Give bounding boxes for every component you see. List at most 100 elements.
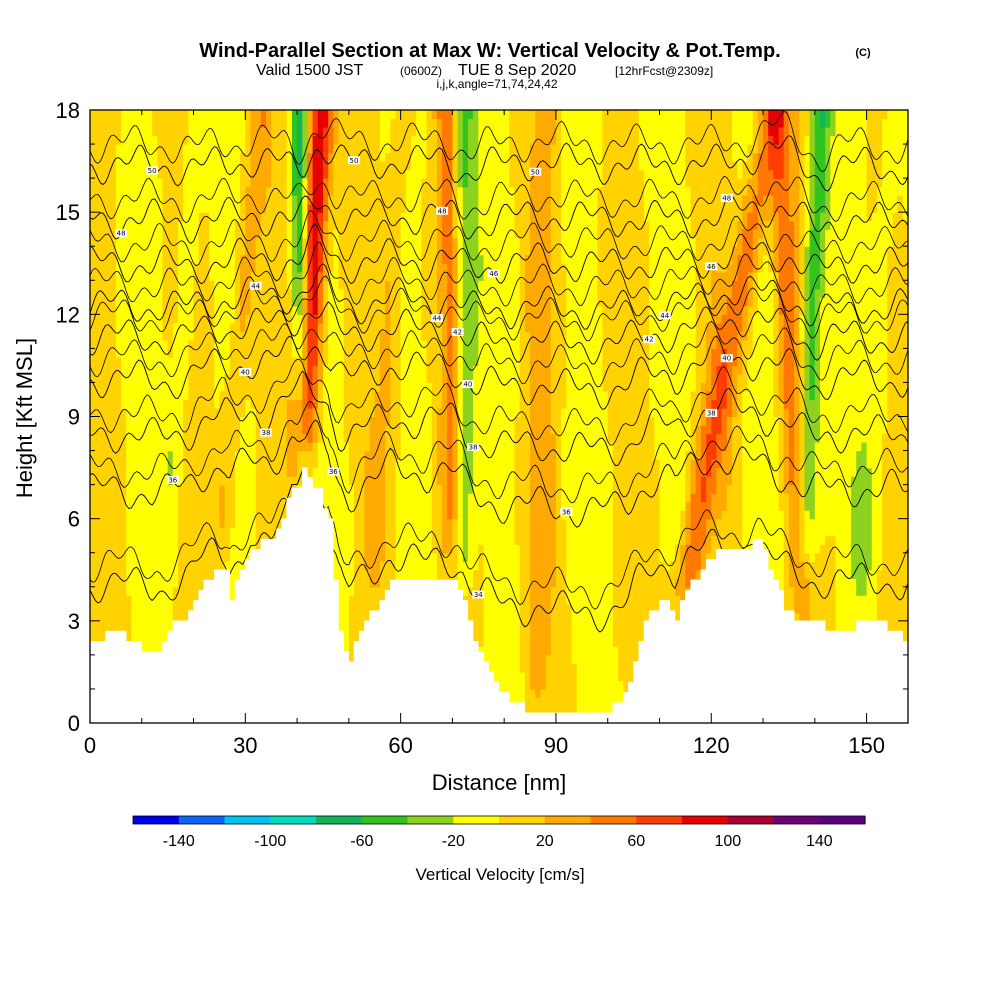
- contour-label: 44: [432, 315, 441, 323]
- velocity-cell: [747, 212, 754, 273]
- velocity-cell: [540, 688, 547, 723]
- velocity-cell: [524, 331, 531, 723]
- velocity-cell: [359, 110, 365, 723]
- velocity-cell: [219, 110, 226, 392]
- velocity-cell: [550, 144, 557, 435]
- velocity-cell: [302, 297, 309, 375]
- velocity-cell: [172, 110, 179, 324]
- velocity-cell: [690, 237, 697, 392]
- velocity-cell: [804, 552, 811, 579]
- contour-label: 36: [562, 509, 571, 517]
- velocity-cell: [203, 110, 210, 213]
- velocity-cell: [695, 110, 702, 426]
- velocity-cell: [354, 110, 360, 723]
- velocity-cell: [711, 459, 718, 494]
- contour-label-box: [461, 380, 474, 389]
- velocity-cell: [374, 391, 381, 588]
- isentrope-line: [90, 275, 908, 342]
- contour-label: 46: [489, 270, 498, 278]
- velocity-cell: [436, 314, 443, 409]
- velocity-cell: [706, 322, 712, 392]
- velocity-cell: [436, 118, 443, 315]
- contour-label-box: [451, 328, 464, 336]
- velocity-cell: [809, 229, 816, 401]
- y-tick-label: 12: [56, 302, 80, 327]
- velocity-cell: [804, 135, 811, 247]
- velocity-cell: [747, 110, 754, 145]
- velocity-cell: [286, 288, 293, 401]
- x-tick-label: 30: [233, 733, 257, 758]
- velocity-cell: [633, 110, 640, 723]
- contour-label: 40: [241, 368, 250, 376]
- velocity-cell: [317, 271, 324, 324]
- velocity-cell: [607, 442, 614, 723]
- velocity-cell: [535, 110, 541, 699]
- velocity-cell: [897, 110, 904, 196]
- velocity-cell: [260, 212, 267, 630]
- velocity-cell: [597, 305, 604, 723]
- velocity-cell: [721, 314, 728, 349]
- contour-label-box: [348, 156, 360, 165]
- contour-label-box: [115, 229, 128, 238]
- velocity-cell: [752, 314, 759, 723]
- velocity-cell: [737, 110, 743, 179]
- velocity-cell: [157, 178, 164, 723]
- contour-label-box: [560, 508, 573, 516]
- velocity-cell: [788, 110, 795, 222]
- velocity-cell: [732, 280, 738, 366]
- velocity-cell: [550, 586, 557, 723]
- velocity-cell: [814, 288, 821, 443]
- velocity-cell: [312, 365, 319, 409]
- contour-label: 44: [251, 282, 260, 290]
- velocity-cell: [706, 433, 712, 477]
- velocity-cell: [488, 110, 495, 723]
- colorbar-segment: [773, 816, 820, 824]
- velocity-cell: [566, 603, 573, 723]
- velocity-cell: [457, 110, 464, 188]
- velocity-cell: [809, 110, 816, 230]
- velocity-cell: [664, 110, 671, 571]
- velocity-cell: [421, 110, 428, 179]
- velocity-cell: [804, 110, 811, 137]
- velocity-cell: [436, 110, 443, 120]
- velocity-cell: [654, 110, 661, 460]
- velocity-cell: [742, 305, 749, 341]
- velocity-cell: [592, 110, 598, 723]
- velocity-cell: [612, 646, 619, 723]
- velocity-cell: [167, 484, 174, 723]
- velocity-cell: [312, 314, 319, 366]
- velocity-cell: [312, 408, 319, 443]
- velocity-cell: [664, 569, 671, 630]
- velocity-cell: [768, 195, 774, 222]
- velocity-cell: [742, 391, 749, 605]
- velocity-cell: [618, 680, 624, 723]
- velocity-cell: [411, 110, 417, 137]
- velocity-cell: [799, 339, 806, 562]
- velocity-cell: [188, 110, 195, 341]
- isentrope-line: [90, 223, 908, 285]
- velocity-cell: [530, 110, 536, 145]
- velocity-cell: [685, 110, 692, 188]
- velocity-cell: [659, 561, 666, 630]
- colorbar-segment: [499, 816, 546, 824]
- velocity-cell: [866, 467, 873, 571]
- colorbar-tick-label: -140: [163, 833, 195, 850]
- velocity-cell: [364, 110, 371, 452]
- terrain-shape: [90, 467, 908, 723]
- velocity-cell: [436, 408, 443, 486]
- velocity-cell: [530, 144, 536, 690]
- velocity-cell: [141, 110, 148, 723]
- velocity-cell: [395, 110, 402, 460]
- velocity-cell: [385, 280, 391, 426]
- isentrope-line: [90, 241, 908, 307]
- colorbar-segment: [178, 816, 226, 824]
- velocity-cell: [172, 322, 179, 588]
- velocity-cell: [442, 110, 448, 264]
- velocity-cell: [799, 110, 806, 315]
- velocity-cell: [695, 459, 702, 571]
- velocity-cell: [612, 110, 619, 647]
- x-tick-label: 60: [388, 733, 412, 758]
- velocity-cell: [447, 110, 453, 520]
- velocity-cell: [726, 263, 733, 298]
- velocity-cell: [240, 152, 246, 256]
